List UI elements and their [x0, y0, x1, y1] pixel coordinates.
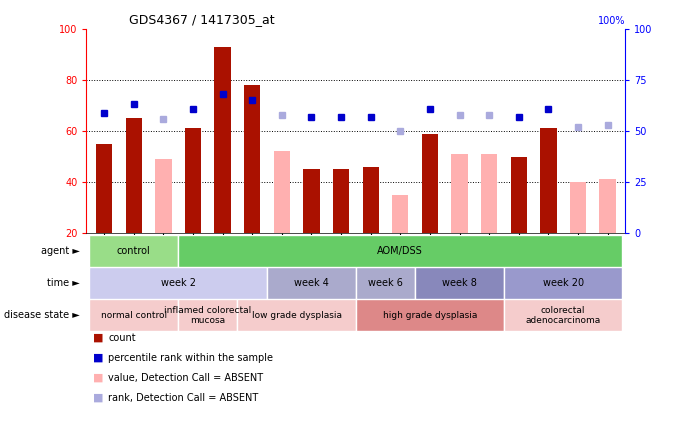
- Text: week 8: week 8: [442, 278, 477, 288]
- Text: colorectal
adenocarcinoma: colorectal adenocarcinoma: [526, 305, 600, 325]
- Text: rank, Detection Call = ABSENT: rank, Detection Call = ABSENT: [108, 393, 258, 403]
- Bar: [96, 144, 112, 233]
- Text: ■: ■: [93, 393, 104, 403]
- Bar: [274, 151, 290, 233]
- Bar: [481, 154, 498, 233]
- Text: week 20: week 20: [542, 278, 584, 288]
- Text: week 2: week 2: [161, 278, 196, 288]
- Bar: [89, 267, 267, 299]
- Bar: [504, 267, 623, 299]
- Text: GDS4367 / 1417305_at: GDS4367 / 1417305_at: [129, 13, 275, 26]
- Text: percentile rank within the sample: percentile rank within the sample: [108, 353, 274, 363]
- Text: disease state ►: disease state ►: [3, 310, 79, 320]
- Text: ■: ■: [93, 373, 104, 383]
- Bar: [89, 235, 178, 267]
- Text: high grade dysplasia: high grade dysplasia: [383, 311, 477, 320]
- Bar: [244, 85, 261, 233]
- Text: week 6: week 6: [368, 278, 403, 288]
- Text: week 4: week 4: [294, 278, 329, 288]
- Bar: [184, 128, 201, 233]
- Bar: [126, 118, 142, 233]
- Text: count: count: [108, 333, 136, 343]
- Text: control: control: [117, 246, 151, 256]
- Bar: [303, 169, 319, 233]
- Text: time ►: time ►: [47, 278, 79, 288]
- Bar: [570, 182, 586, 233]
- Bar: [178, 235, 623, 267]
- Text: value, Detection Call = ABSENT: value, Detection Call = ABSENT: [108, 373, 263, 383]
- Bar: [540, 128, 556, 233]
- Text: agent ►: agent ►: [41, 246, 79, 256]
- Text: ■: ■: [93, 333, 104, 343]
- Bar: [451, 154, 468, 233]
- Bar: [392, 195, 408, 233]
- Text: ■: ■: [93, 353, 104, 363]
- Bar: [333, 169, 349, 233]
- Bar: [415, 267, 504, 299]
- Bar: [267, 267, 356, 299]
- Bar: [178, 299, 238, 331]
- Bar: [511, 157, 527, 233]
- Bar: [214, 47, 231, 233]
- Text: normal control: normal control: [101, 311, 167, 320]
- Bar: [89, 299, 178, 331]
- Bar: [238, 299, 356, 331]
- Bar: [422, 134, 438, 233]
- Bar: [356, 299, 504, 331]
- Bar: [356, 267, 415, 299]
- Bar: [363, 167, 379, 233]
- Bar: [155, 159, 171, 233]
- Bar: [504, 299, 623, 331]
- Text: inflamed colorectal
mucosa: inflamed colorectal mucosa: [164, 305, 252, 325]
- Text: AOM/DSS: AOM/DSS: [377, 246, 423, 256]
- Bar: [599, 179, 616, 233]
- Text: 100%: 100%: [598, 16, 625, 26]
- Text: low grade dysplasia: low grade dysplasia: [252, 311, 341, 320]
